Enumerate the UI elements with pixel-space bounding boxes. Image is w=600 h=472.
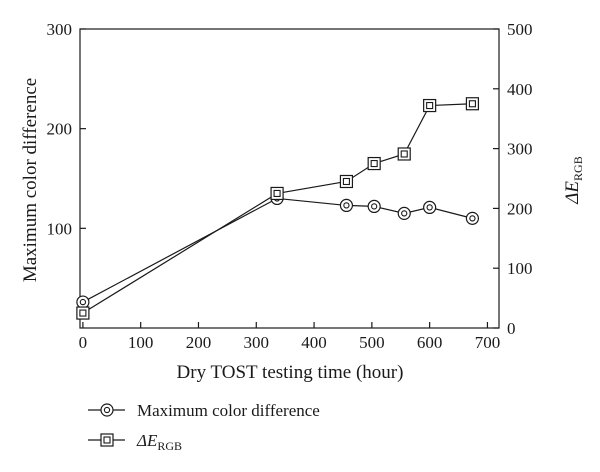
right-tick-label: 400 <box>507 80 533 99</box>
right-tick-label: 100 <box>507 259 533 278</box>
right-axis-ticks: 0 100 200 300 400 500 <box>493 20 533 338</box>
data-point-max-color-difference <box>465 211 480 225</box>
legend: Maximum color difference ΔERGB <box>88 401 320 453</box>
left-tick-label: 100 <box>47 219 73 238</box>
legend-item-max-color-difference: Maximum color difference <box>88 401 320 420</box>
x-tick-label: 600 <box>417 333 443 352</box>
left-tick-label: 200 <box>47 120 73 139</box>
right-tick-label: 500 <box>507 20 533 39</box>
data-point-max-color-difference <box>423 200 437 215</box>
data-point-delta-e-rgb <box>423 98 437 113</box>
y-right-title-sub: RGB <box>571 156 585 181</box>
series-layer <box>76 97 480 320</box>
data-point-delta-e-rgb <box>76 306 90 320</box>
x-tick-label: 300 <box>244 333 270 352</box>
left-axis-ticks: 100 200 300 <box>47 20 86 238</box>
x-tick-label: 100 <box>128 333 154 352</box>
data-point-delta-e-rgb <box>465 97 480 111</box>
data-point-delta-e-rgb <box>339 174 354 189</box>
plot-frame <box>79 28 500 329</box>
x-tick-label: 500 <box>359 333 385 352</box>
data-point-delta-e-rgb <box>397 147 411 161</box>
x-tick-label: 0 <box>79 333 88 352</box>
data-point-max-color-difference <box>76 295 90 309</box>
legend-label-max-color-difference: Maximum color difference <box>137 401 320 420</box>
right-tick-label: 300 <box>507 140 533 159</box>
right-tick-label: 200 <box>507 199 533 218</box>
data-point-delta-e-rgb <box>367 156 381 171</box>
left-tick-label: 300 <box>47 20 73 39</box>
x-axis-title: Dry TOST testing time (hour) <box>177 362 404 383</box>
x-tick-label: 400 <box>301 333 327 352</box>
x-tick-label: 700 <box>475 333 501 352</box>
series-line-delta-e-rgb <box>82 103 473 314</box>
data-point-delta-e-rgb <box>270 186 284 201</box>
data-point-max-color-difference <box>367 199 381 214</box>
legend-label-delta-e-rgb: ΔERGB <box>136 431 182 453</box>
x-tick-label: 200 <box>186 333 212 352</box>
x-axis-ticks: 0 100 200 300 400 500 600 700 <box>79 322 501 352</box>
data-point-max-color-difference <box>397 206 411 220</box>
data-point-max-color-difference <box>339 198 354 213</box>
right-tick-label: 0 <box>507 319 516 338</box>
series-line-max-color-difference <box>82 197 473 303</box>
y-right-axis-title: ΔERGB <box>562 156 585 204</box>
y-right-title-main: ΔE <box>562 181 583 205</box>
y-left-axis-title: Maximum color difference <box>20 78 41 282</box>
legend-item-delta-e-rgb: ΔERGB <box>88 431 182 453</box>
